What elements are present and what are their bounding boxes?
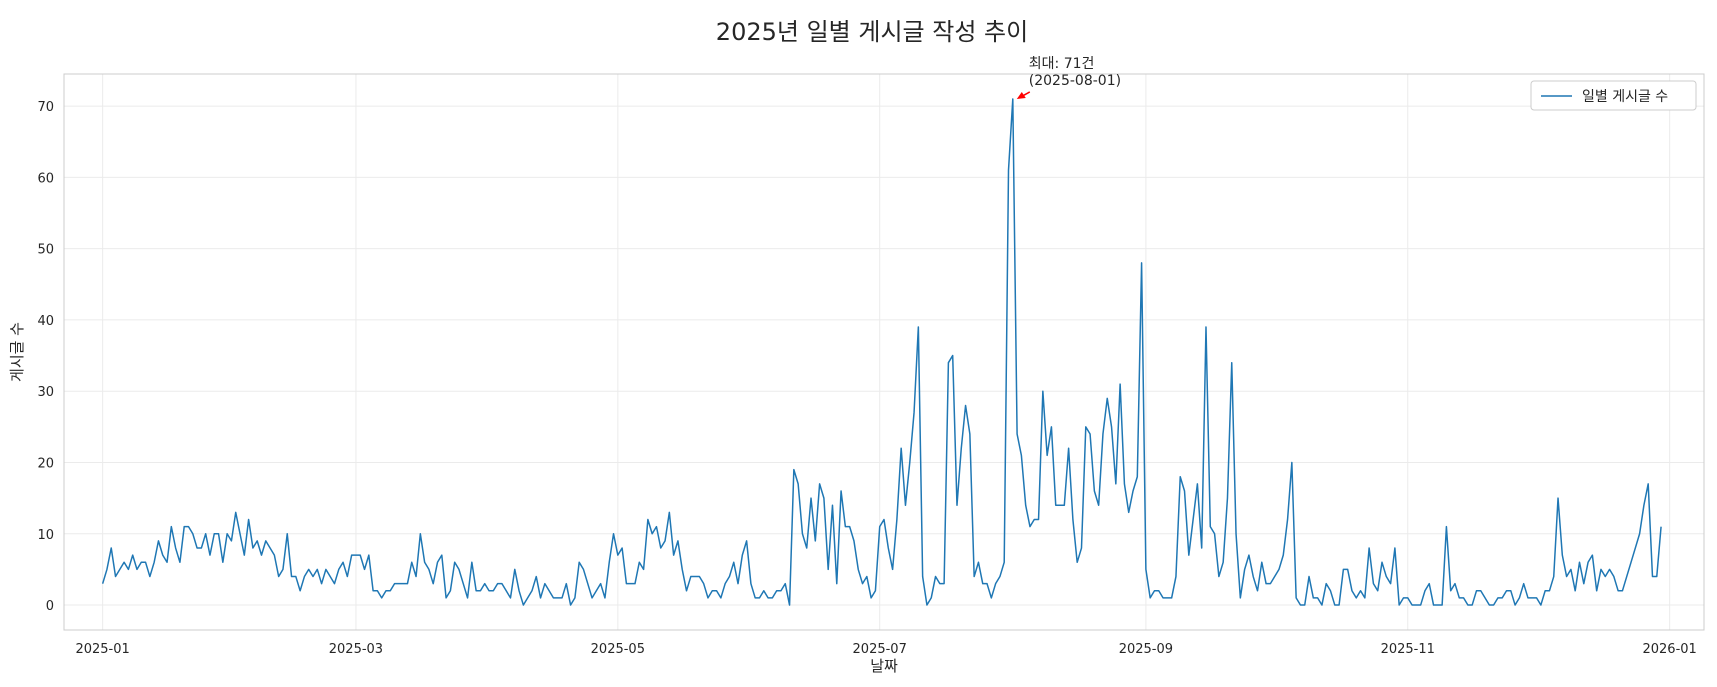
x-tick-label: 2025-05 [591, 642, 645, 657]
annotation-label: 최대: 71건 [1029, 56, 1095, 72]
x-tick-label: 2025-07 [853, 642, 907, 657]
series-line [101, 98, 1662, 606]
annotation-arrowhead [1016, 91, 1026, 99]
x-tick-label: 2025-03 [329, 642, 383, 657]
max-annotation: 최대: 71건 (2025-08-01) [1016, 56, 1121, 99]
y-tick-label: 50 [37, 243, 54, 258]
x-tick-label: 2025-11 [1381, 642, 1435, 657]
chart-title: 2025년 일별 게시글 작성 추이 [716, 18, 1028, 46]
x-tick-label: 2025-01 [75, 642, 129, 657]
y-tick-label: 0 [46, 599, 54, 614]
annotation-date: (2025-08-01) [1029, 73, 1121, 89]
x-tick-label: 2026-01 [1642, 642, 1696, 657]
x-axis-label: 날짜 [870, 657, 898, 675]
y-tick-label: 60 [37, 171, 54, 186]
y-tick-label: 40 [37, 314, 54, 329]
x-tick-label: 2025-09 [1119, 642, 1173, 657]
plot-frame [63, 73, 1705, 631]
y-tick-label: 10 [37, 528, 54, 543]
legend: 일별 게시글 수 [1530, 80, 1697, 111]
y-axis-label: 게시글 수 [8, 322, 26, 382]
x-axis-ticks: 2025-01 2025-03 2025-05 2025-07 2025-09 2025-… [75, 642, 1696, 657]
y-tick-label: 30 [37, 385, 54, 400]
y-tick-label: 20 [37, 456, 54, 471]
y-axis-ticks: 0 10 20 30 40 50 60 70 [37, 100, 54, 614]
legend-label: 일별 게시글 수 [1582, 89, 1668, 105]
gridlines [64, 74, 1704, 630]
y-tick-label: 70 [37, 100, 54, 115]
legend-box [1530, 80, 1697, 111]
